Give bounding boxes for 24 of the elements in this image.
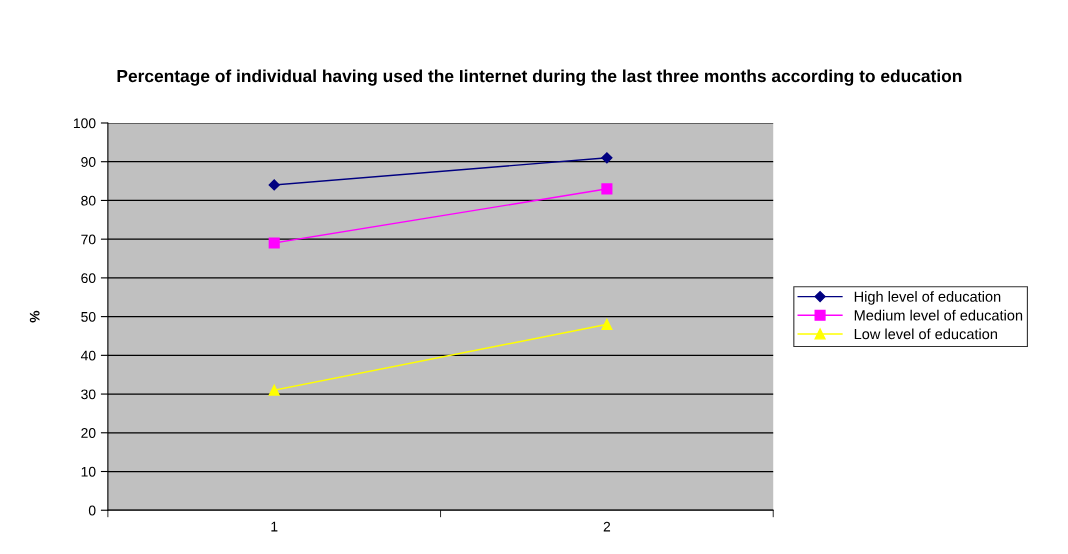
y-tick-label: 70 [81,234,96,245]
y-tick-label: 0 [88,505,96,516]
legend-label: High level of education [854,291,1001,305]
point [268,179,280,191]
y-tick-label: 60 [81,273,96,284]
point [601,318,613,330]
y-axis-title: % [29,310,40,323]
point [601,152,613,164]
point [268,237,280,249]
point [268,384,280,396]
y-tick-label: 100 [73,118,96,129]
chart-title: Percentage of individual having used the Iinternet during the last three months according to education [117,69,962,86]
legend-label: Medium level of education [854,309,1023,321]
point [601,183,613,195]
y-tick-label: 90 [81,157,96,167]
x-tick-label: 2 [603,521,611,532]
y-tick-label: 80 [81,195,96,206]
y-tick-label: 40 [80,350,96,361]
y-tick-label: 30 [81,389,96,400]
y-tick-label: 50 [81,311,96,322]
x-tick-label: 1 [271,521,278,532]
y-tick-label: 10 [81,466,96,477]
y-tick-label: 20 [81,428,96,438]
legend-label: Low level of education [854,328,997,340]
